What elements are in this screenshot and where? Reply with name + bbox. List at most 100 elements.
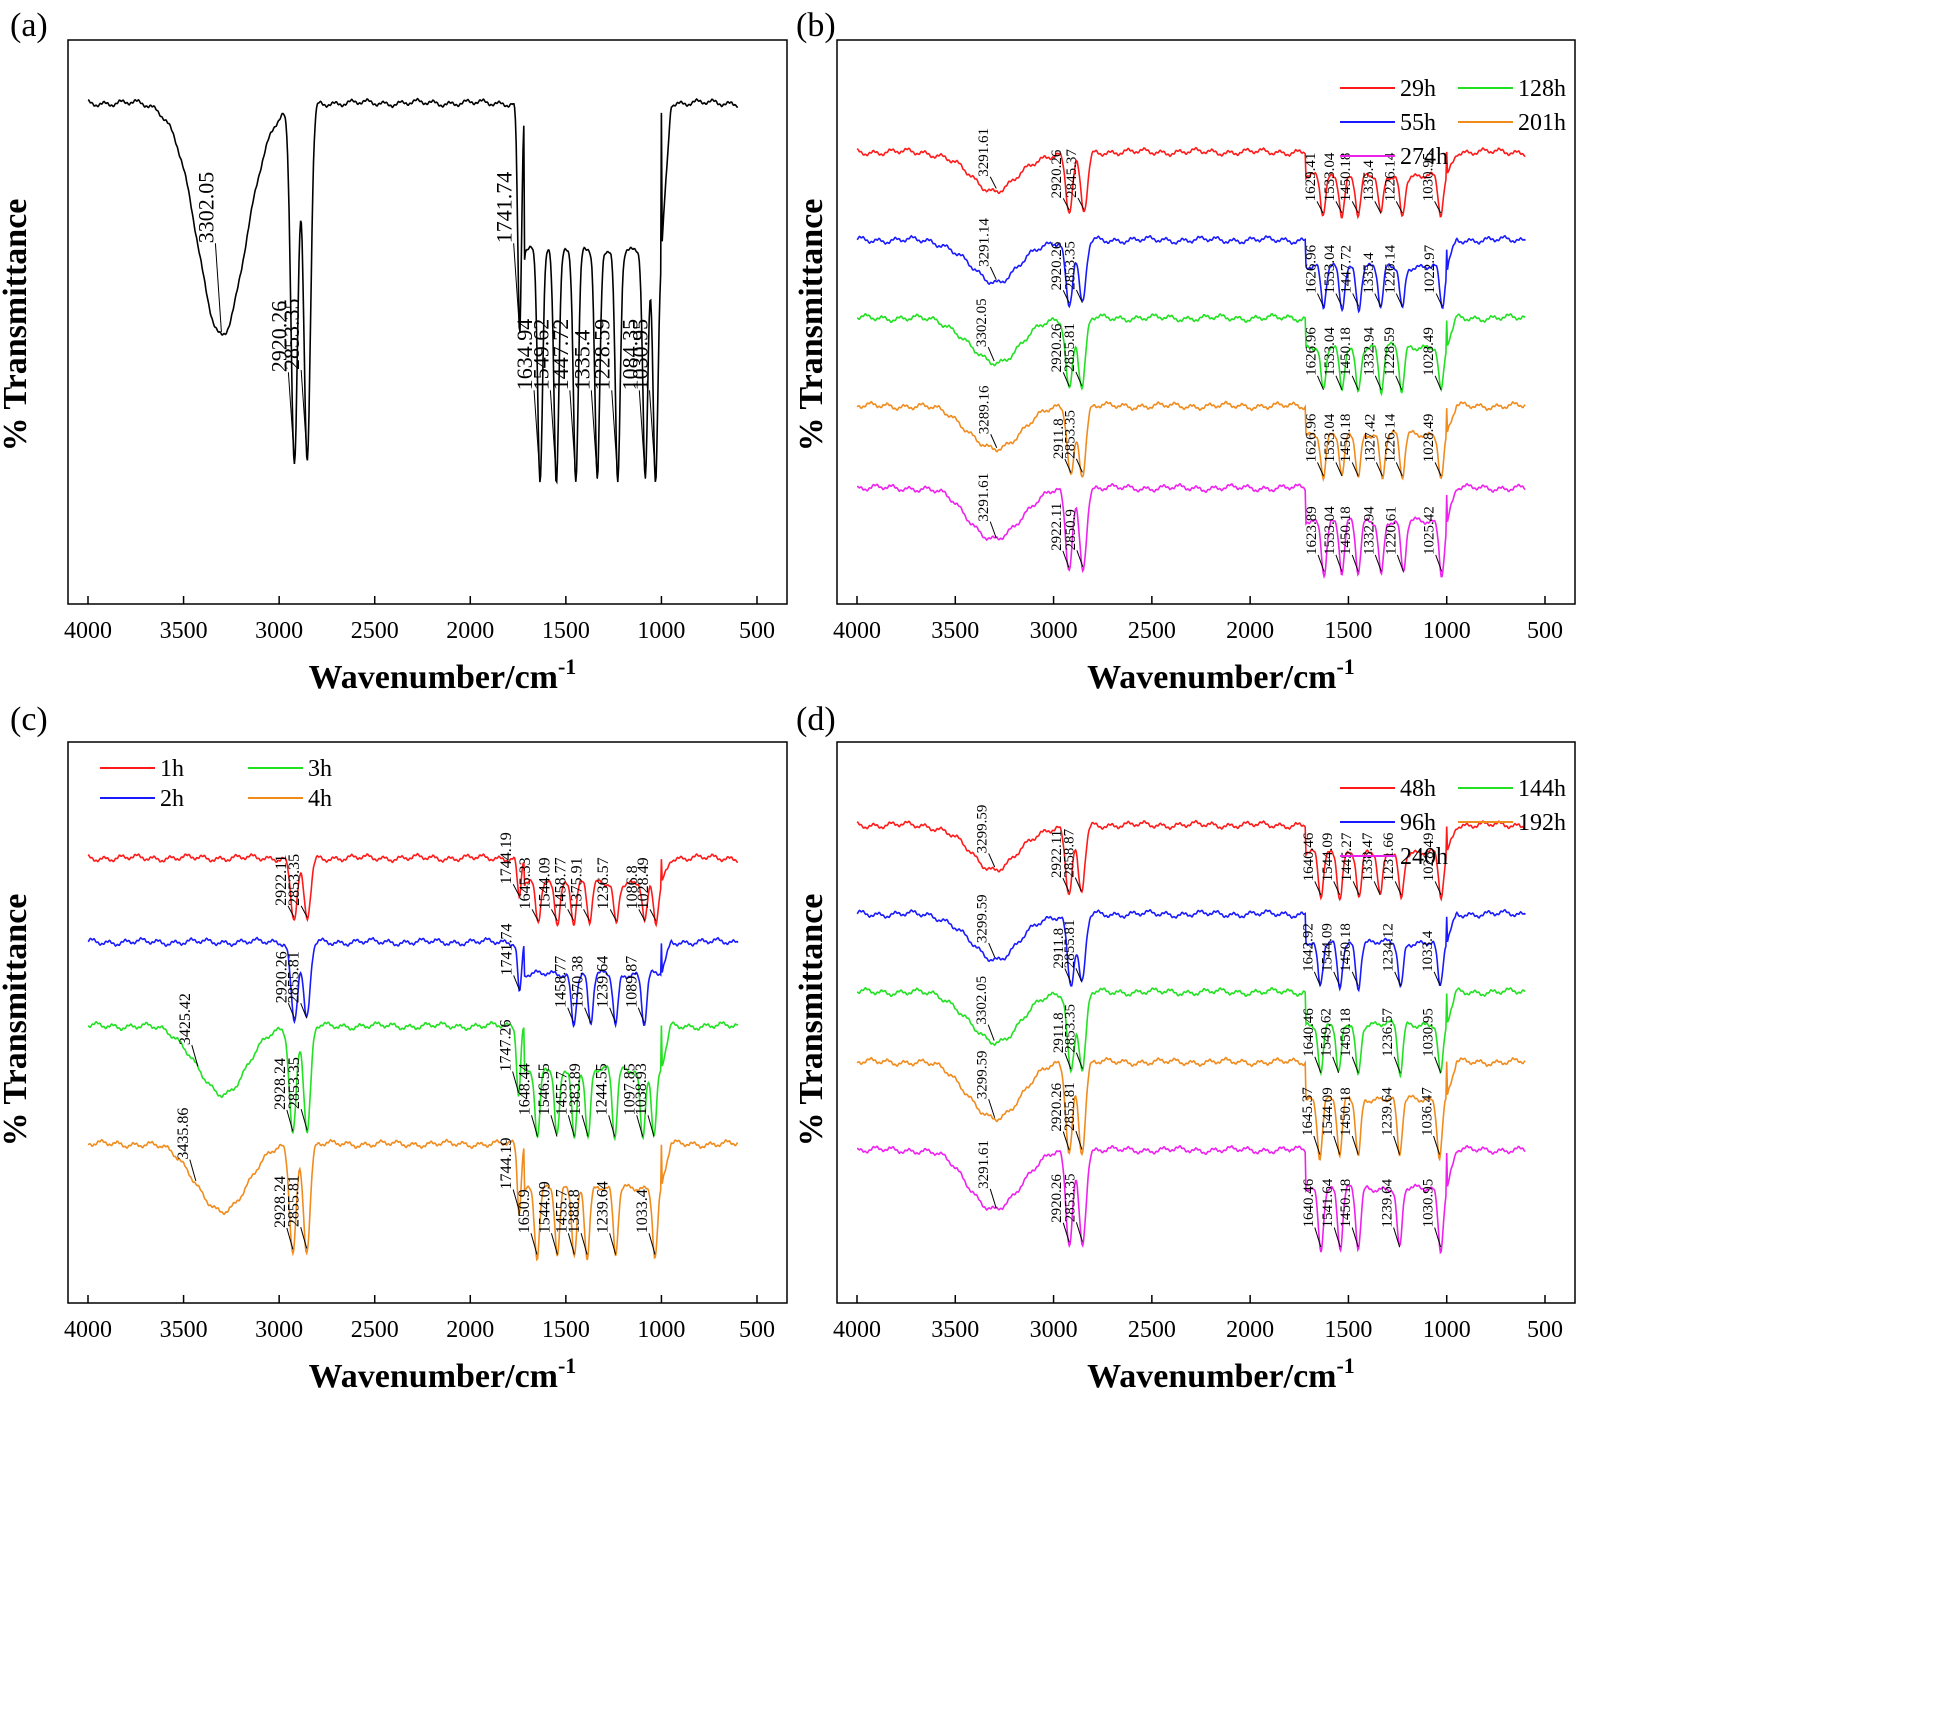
peak-leader [1064, 458, 1072, 473]
peak-label: 1028.49 [1421, 414, 1437, 463]
x-tick-label: 1500 [542, 618, 590, 644]
peak-label: 2858.87 [1061, 828, 1077, 877]
peak-label: 3299.59 [975, 894, 991, 943]
peak-leader [609, 1233, 617, 1255]
peak-label: 3302.05 [974, 976, 990, 1025]
peak-label: 1327.42 [1362, 414, 1378, 463]
peak-label: 2920.26 [1049, 1082, 1065, 1131]
peak-leader [1395, 375, 1403, 390]
x-tick-label: 4000 [833, 1317, 881, 1343]
peak-leader [1374, 375, 1382, 390]
peak-label: 1626.96 [1303, 327, 1319, 376]
peak-leader [1335, 375, 1343, 390]
x-axis-title: Wavenumber/cm-1 [1087, 654, 1355, 696]
peak-leader [1434, 375, 1442, 390]
peak-leader [1333, 1135, 1341, 1155]
peak-leader [647, 1115, 655, 1137]
legend-label: 3h [308, 756, 332, 782]
peak-leader [1394, 881, 1402, 896]
peak-leader [550, 1233, 558, 1255]
panel-label: (c) [10, 701, 48, 738]
peak-label: 1629.41 [1303, 153, 1319, 202]
peak-leader [1333, 971, 1341, 986]
peak-leader [286, 1227, 294, 1250]
peak-label: 1549.62 [1319, 1008, 1335, 1057]
peak-leader [191, 1044, 199, 1067]
plot-frame [67, 741, 788, 1304]
peak-leader [1433, 971, 1441, 986]
peak-label: 1650.9 [516, 1189, 533, 1233]
peak-leader [1076, 550, 1084, 568]
peak-leader [1351, 1135, 1359, 1155]
peak-leader [648, 1233, 656, 1255]
peak-leader [513, 975, 521, 991]
peak-leader [550, 909, 558, 922]
peak-leader [1062, 198, 1070, 211]
peak-leader [567, 909, 575, 922]
peak-label: 2922.11 [1049, 503, 1065, 551]
peak-leader [1075, 1130, 1083, 1150]
panel-c: (c) 4000 3500 3000 2500 2000 1500 1000 500 Wavenu… [0, 701, 788, 1395]
peak-label: 1450.18 [1338, 1087, 1354, 1136]
x-tick-label: 2500 [1128, 618, 1176, 644]
x-tick-label: 1500 [542, 1317, 590, 1343]
y-axis-title: % Transmittance [0, 199, 34, 452]
panel-label: (d) [796, 701, 836, 738]
peak-label: 1626.96 [1303, 413, 1319, 462]
x-tick-label: 3500 [160, 618, 208, 644]
x-tick-label: 500 [739, 1317, 775, 1343]
peak-leader [1351, 1227, 1359, 1248]
peak-label: 3435.86 [175, 1108, 192, 1160]
peak-leader [989, 1188, 997, 1209]
series-line [856, 146, 1526, 220]
peak-leader [636, 1115, 644, 1137]
peak-label: 1744.19 [498, 1138, 515, 1190]
x-tick-label: 3000 [255, 1317, 303, 1343]
peak-label: 1097.85 [622, 1063, 639, 1115]
series-line [857, 482, 1526, 579]
series-line [856, 234, 1526, 314]
peak-leader [1395, 462, 1403, 477]
peak-leader [1077, 197, 1085, 210]
peak-leader [300, 1227, 308, 1249]
peak-label: 1220.61 [1383, 506, 1399, 555]
peak-leader [1351, 201, 1359, 214]
peak-label: 1634.94 [512, 319, 537, 391]
x-tick-label: 4000 [833, 618, 881, 644]
peak-label: 1640.46 [1301, 1178, 1317, 1227]
peak-label: 1335.4 [569, 330, 594, 391]
peak-leader [300, 370, 308, 459]
peak-label: 1244.55 [594, 1063, 611, 1115]
x-tick-label: 3500 [931, 618, 979, 644]
y-axis-title: % Transmittance [0, 894, 34, 1147]
peak-leader [987, 346, 995, 362]
peak-label: 2855.81 [1062, 920, 1078, 969]
peak-label: 3299.59 [975, 805, 991, 854]
series-line [856, 819, 1526, 902]
x-tick-label: 1000 [1423, 618, 1471, 644]
peak-leader [987, 1024, 995, 1041]
peak-leader [287, 905, 295, 918]
peak-leader [608, 1115, 616, 1137]
peak-leader [1314, 1227, 1322, 1248]
peak-label: 1450.18 [1338, 923, 1354, 972]
legend-label: 144h [1518, 776, 1566, 802]
peak-label: 3425.42 [177, 993, 194, 1045]
peak-leader [287, 372, 295, 462]
peak-label: 1541.64 [1320, 1178, 1336, 1227]
peak-label: 1236.57 [595, 857, 612, 909]
peak-label: 1544.09 [1320, 1087, 1336, 1136]
peak-label: 1030.95 [628, 319, 653, 391]
x-tick-label: 2500 [1128, 1317, 1176, 1343]
peak-leader [1075, 371, 1083, 387]
peak-label: 3302.05 [974, 298, 990, 347]
panel-d: (d) 4000 3500 3000 2500 2000 1500 1000 500 Wavenu… [793, 701, 1576, 1395]
peak-leader [549, 390, 557, 480]
peak-label: 1383.89 [567, 1063, 584, 1115]
peak-leader [1335, 201, 1343, 214]
peak-label: 1455.7 [553, 1071, 570, 1115]
peak-label: 3291.14 [976, 218, 992, 267]
peak-label: 1645.33 [517, 857, 534, 909]
peak-label: 2855.81 [286, 1175, 303, 1227]
